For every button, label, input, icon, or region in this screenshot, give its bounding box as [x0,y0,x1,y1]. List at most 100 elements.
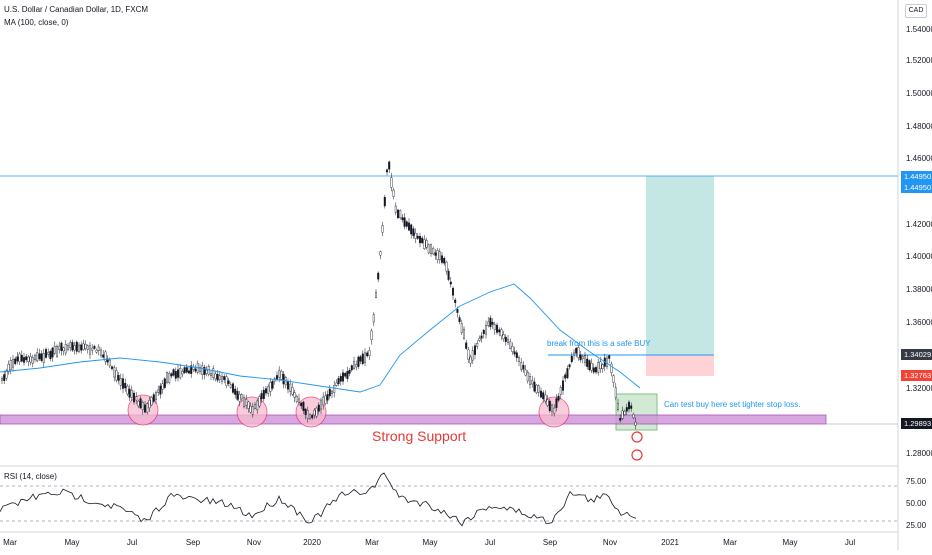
candle-body [430,244,433,254]
ma-indicator-label[interactable]: MA (100, close, 0) [4,18,69,27]
candle-body [471,350,474,361]
candle-body [88,345,91,355]
candle-body [474,345,477,355]
candle-body [77,344,80,352]
candle-body [388,161,391,170]
candle-body [551,404,554,412]
candle-body [383,197,386,207]
candle-body [584,355,587,363]
candle-body [53,345,56,354]
candle-body [522,365,525,370]
candle-body [163,378,166,388]
candle-body [205,369,208,374]
candle-body [610,363,613,373]
candle-body [625,407,628,412]
candle-body [80,344,83,351]
candle-body [148,399,151,409]
candle-body [23,357,26,363]
candle-body [443,258,446,264]
currency-label[interactable]: CAD [905,4,927,18]
candle-body [436,250,439,260]
candle-body [533,381,536,392]
candle-body [302,401,305,411]
time-tick-label: May [64,538,80,547]
candle-body [267,386,270,394]
ma-line [0,283,641,393]
candle-body [108,359,111,367]
candle-body [150,397,153,406]
candle-body [139,398,142,409]
event-marker-icon [631,449,643,461]
candle-body [42,353,45,363]
candle-body [535,384,538,393]
candle-body [187,370,190,374]
price-tick-label: 1.46000 [906,154,932,163]
candle-body [309,414,312,419]
price-tick-label: 1.50000 [906,89,932,98]
candle-body [489,317,492,328]
candle-body [265,388,268,394]
candle-body [381,225,384,233]
candle-body [480,335,483,339]
candle-body [570,356,573,362]
candle-body [251,406,254,415]
candle-body [507,339,510,343]
candle-body [130,389,133,398]
candle-body [359,356,362,362]
candle-body [531,380,534,385]
candle-body [445,261,448,272]
candle-body [295,395,298,402]
candle-body [447,270,450,280]
candle-body [258,396,261,407]
candle-body [124,382,127,389]
candle-body [408,222,411,231]
rsi-indicator-label[interactable]: RSI (14, close) [4,472,57,481]
breakout-annotation: break from this is a safe BUY [547,339,651,348]
candle-body [397,209,400,219]
candle-body [621,410,624,419]
candle-body [289,383,292,392]
candle-body [632,414,635,418]
candle-body [49,351,52,359]
candle-body [95,349,98,353]
candle-body [465,342,468,349]
candle-body [331,390,334,394]
candle-body [276,375,279,380]
candle-body [260,393,263,400]
candle-body [452,287,455,296]
price-badge: 1.44950 [901,171,932,182]
event-marker-icon [631,431,643,443]
candle-body [419,236,422,244]
candle-body [579,354,582,361]
candle-body [557,395,560,401]
candle-body [238,394,241,402]
candle-body [623,410,626,415]
candle-body [573,352,576,356]
price-tick-label: 1.42000 [906,220,932,229]
candle-body [137,401,140,407]
candle-body [176,369,179,378]
candle-body [529,376,532,385]
candle-body [47,352,50,355]
time-tick-label: Mar [3,538,17,547]
symbol-title[interactable]: U.S. Dollar / Canadian Dollar, 1D, FXCM [4,5,149,14]
candle-body [253,404,256,409]
candle-body [564,374,567,379]
candle-body [84,344,87,349]
candle-body [562,380,565,391]
candle-body [190,365,193,374]
candle-body [370,330,373,340]
candle-body [526,372,529,382]
candle-body [322,396,325,406]
candle-body [410,224,413,235]
candle-body [132,392,135,403]
candle-body [86,345,89,350]
candle-body [223,376,226,380]
candle-body [458,317,461,322]
candle-body [454,299,457,303]
candle-body [588,360,591,370]
candle-body [93,346,96,349]
candle-body [416,235,419,239]
